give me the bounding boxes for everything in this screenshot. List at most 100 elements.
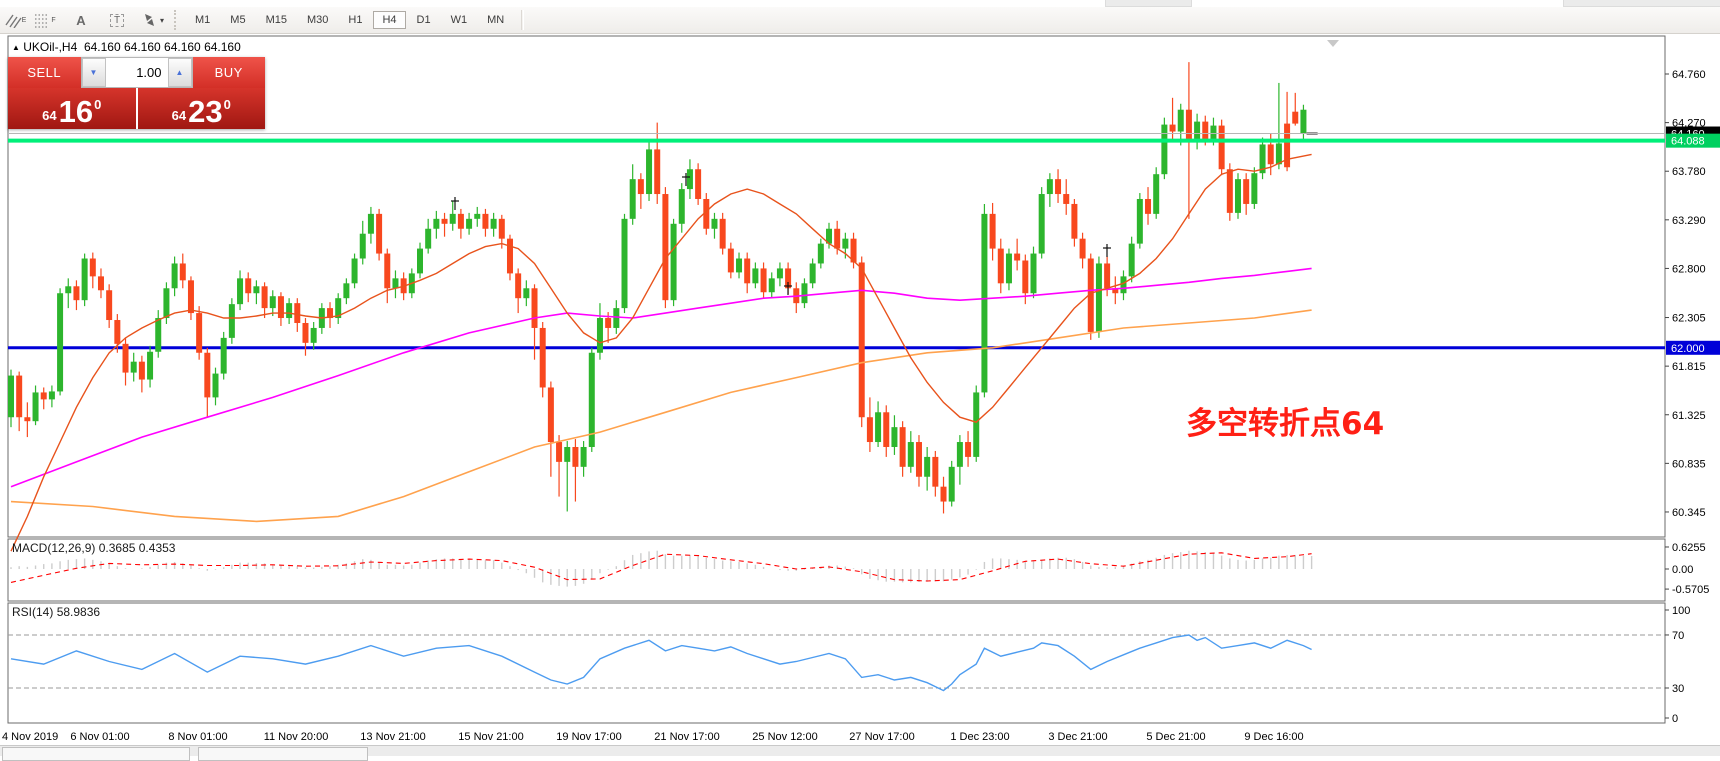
tab-timeframe-MN[interactable]: MN — [487, 14, 505, 26]
collapse-arrow-icon[interactable]: ▲ — [12, 43, 20, 52]
date-tick-label: 4 Nov 2019 — [2, 731, 58, 743]
candle-body — [768, 278, 775, 293]
rsi-value: 58.9836 — [56, 605, 101, 619]
candle-body — [433, 218, 440, 229]
candle-body — [547, 387, 554, 443]
equidistant-channel-tool-button[interactable]: E — [2, 9, 28, 31]
tab-timeframe-H4[interactable]: H4 — [373, 11, 406, 29]
caret-up-icon: ▲ — [175, 68, 184, 77]
tab-timeframe-M1[interactable]: M1 — [195, 14, 211, 26]
text-box-tool-button[interactable]: T — [104, 9, 130, 31]
price-tick-label: 62.305 — [1672, 313, 1706, 325]
buy-button[interactable]: BUY — [192, 57, 265, 88]
date-tick-label: 3 Dec 21:00 — [1048, 731, 1107, 743]
volume-spinner: ▼ ▲ — [80, 57, 193, 88]
candle-body — [171, 263, 178, 289]
rsi-tick-label: 100 — [1672, 605, 1690, 617]
candle-body — [899, 427, 906, 467]
candle-body — [654, 149, 661, 195]
fibonacci-tool-button[interactable]: F — [32, 9, 58, 31]
rsi-panel[interactable] — [7, 602, 1666, 724]
main-chart-panel[interactable] — [7, 35, 1666, 538]
bottom-tab-stub[interactable] — [2, 747, 190, 761]
candle-body — [57, 293, 64, 392]
ma-fast-red-line — [10, 153, 1312, 552]
candle-body — [940, 486, 947, 502]
sell-price-button[interactable]: 64 16 0 — [8, 88, 136, 129]
volume-decrease-button[interactable]: ▼ — [81, 58, 106, 87]
candle-body — [850, 238, 857, 263]
candle-body — [335, 298, 342, 319]
tab-timeframe-H1[interactable]: H1 — [348, 14, 363, 26]
candle-body — [1022, 260, 1029, 294]
chevron-down-icon: ▾ — [159, 15, 164, 25]
tab-timeframe-M15[interactable]: M15 — [265, 14, 287, 26]
candle-body — [556, 442, 563, 462]
candle-body — [776, 268, 783, 279]
candle-body — [662, 194, 669, 301]
text-label-tool-button[interactable]: A — [68, 9, 94, 31]
candle-body — [384, 253, 391, 289]
candle-body — [351, 258, 358, 284]
candle-body — [915, 442, 922, 477]
candle-body — [261, 286, 268, 309]
candle-body — [539, 327, 546, 388]
candle-body — [948, 466, 955, 502]
caret-down-icon: ▼ — [89, 68, 98, 77]
tab-timeframe-M30[interactable]: M30 — [306, 14, 329, 26]
macd-name: MACD(12,26,9) — [12, 541, 96, 555]
date-tick-label: 21 Nov 17:00 — [654, 731, 719, 743]
arrows-tool-button[interactable]: ▾ — [140, 9, 166, 31]
rsi-name: RSI(14) — [12, 605, 54, 619]
candle-body — [956, 442, 963, 467]
candle-body — [48, 391, 55, 400]
candle-body — [302, 322, 309, 343]
bottom-tab-stub[interactable] — [198, 747, 368, 761]
bid-price-tag — [1666, 133, 1720, 148]
price-tick-label: 60.345 — [1672, 507, 1706, 519]
candle-body — [327, 308, 334, 319]
volume-input[interactable] — [105, 58, 168, 87]
candle-body — [1202, 121, 1209, 140]
window-top-edge — [0, 0, 1720, 7]
tab-timeframe-D1[interactable]: D1 — [416, 14, 431, 26]
tab-timeframe-M5[interactable]: M5 — [230, 14, 246, 26]
candle-body — [1071, 203, 1078, 239]
tool-glyph: F — [51, 16, 56, 24]
candle-body — [277, 296, 284, 319]
candle-body — [826, 228, 832, 244]
candle-body — [703, 198, 710, 229]
date-tick-label: 5 Dec 21:00 — [1146, 731, 1205, 743]
candle-body — [1185, 109, 1192, 140]
sell-button[interactable]: SELL — [8, 57, 81, 88]
rsi-tick-label: 0 — [1672, 713, 1678, 725]
candle-body — [1153, 174, 1160, 214]
tab-timeframe-W1[interactable]: W1 — [450, 14, 468, 26]
candle-body — [965, 442, 972, 457]
candle-body — [744, 258, 751, 284]
price-tick-label: 61.815 — [1672, 361, 1706, 373]
candle-body — [65, 286, 72, 294]
candle-body — [8, 375, 14, 418]
candle-body — [613, 308, 620, 328]
macd-values: 0.3685 0.4353 — [98, 541, 176, 555]
macd-panel[interactable] — [7, 538, 1666, 602]
volume-increase-button[interactable]: ▲ — [167, 58, 192, 87]
one-click-trading-panel: SELL ▼ ▲ BUY 64 16 0 64 23 0 — [8, 57, 265, 129]
candle-body — [1177, 109, 1184, 132]
rsi-tick-label: 30 — [1672, 683, 1684, 695]
text-box-icon: T — [109, 13, 125, 27]
candle-body — [989, 213, 996, 249]
buy-price-integer: 64 — [171, 108, 187, 123]
candle-body — [1235, 179, 1241, 213]
candle-body — [785, 268, 792, 289]
chart-shift-triangle-icon[interactable] — [1327, 40, 1339, 47]
rsi-line — [10, 634, 1312, 692]
macd-tick-label: -0.5705 — [1672, 584, 1709, 596]
candle-body — [1210, 125, 1217, 140]
toolbar-grip[interactable] — [174, 10, 179, 30]
buy-price-button[interactable]: 64 23 0 — [137, 88, 265, 129]
candle-body — [1128, 243, 1135, 277]
timeframe-group: M1 M5 M15 M30 H1 H4 D1 W1 MN — [185, 11, 514, 29]
